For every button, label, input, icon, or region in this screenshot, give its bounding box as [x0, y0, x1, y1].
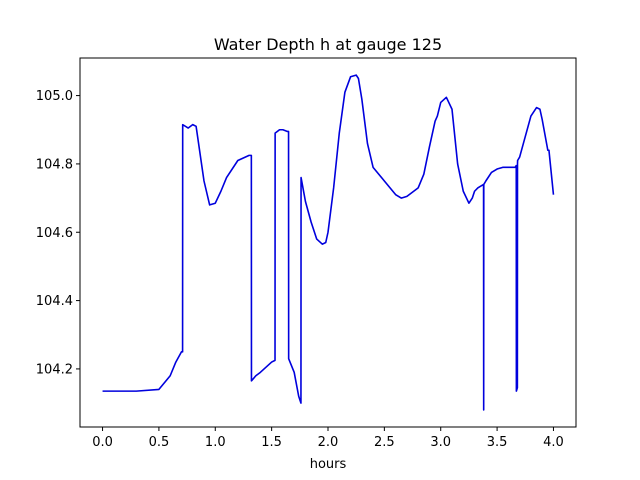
- x-tick-label: 1.0: [205, 435, 226, 450]
- y-tick-label: 104.4: [36, 294, 73, 309]
- x-tick-label: 0.0: [92, 435, 113, 450]
- y-axis: 104.2 104.4 104.6 104.8 105.0: [36, 89, 80, 377]
- plot-frame: [79, 57, 577, 428]
- x-axis-label: hours: [310, 457, 347, 472]
- plot-border: [79, 57, 577, 428]
- y-tick-label: 104.6: [36, 226, 73, 241]
- x-tick-label: 2.5: [374, 435, 395, 450]
- x-tick-label: 3.0: [430, 435, 451, 450]
- y-tick-label: 105.0: [36, 89, 73, 104]
- x-tick-label: 0.5: [149, 435, 170, 450]
- y-tick-label: 104.8: [36, 157, 73, 172]
- x-tick-label: 4.0: [543, 435, 564, 450]
- x-axis: 0.0 0.5 1.0 1.5 2.0 2.5 3.0 3.5 4.0: [92, 427, 564, 450]
- x-tick-label: 2.0: [318, 435, 339, 450]
- series-line: [102, 74, 555, 411]
- x-tick-label: 1.5: [261, 435, 282, 450]
- x-tick-label: 3.5: [487, 435, 508, 450]
- series-layer: [102, 74, 555, 411]
- chart-title: Water Depth h at gauge 125: [214, 35, 442, 54]
- y-tick-label: 104.2: [36, 362, 73, 377]
